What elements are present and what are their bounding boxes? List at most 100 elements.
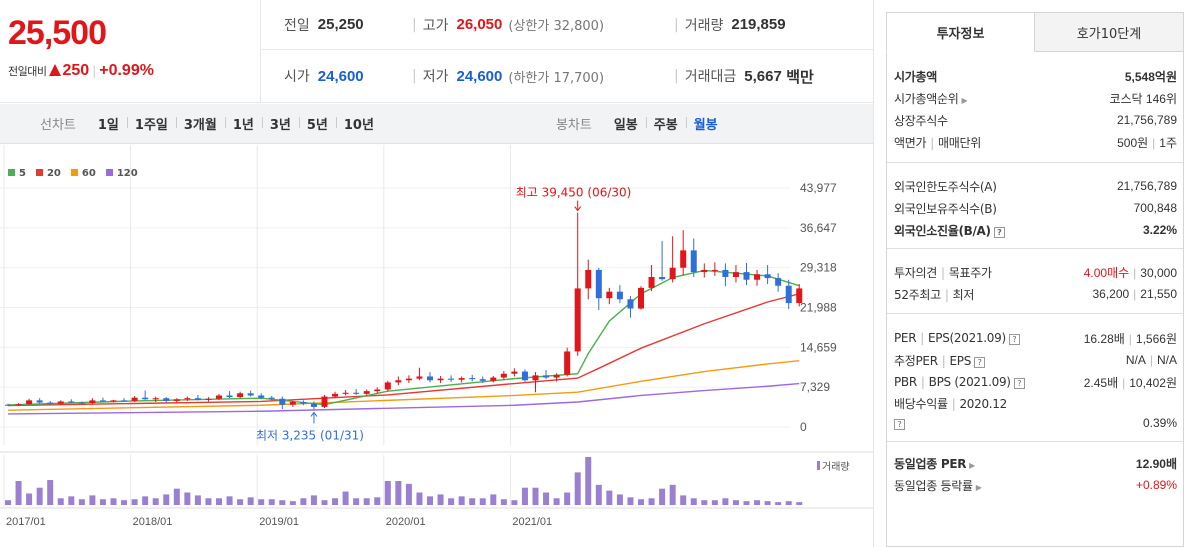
candle-body: [595, 269, 602, 299]
period-line-0[interactable]: 1일: [97, 118, 119, 133]
period-candle-1[interactable]: 주봉: [645, 114, 686, 133]
period-line-5[interactable]: 5년: [298, 114, 336, 133]
candle-body: [89, 400, 96, 404]
candle-body: [785, 285, 792, 304]
candle-body: [395, 380, 402, 383]
volume-bar: [395, 481, 402, 505]
period-line-3[interactable]: 1년: [224, 114, 262, 133]
candle-body: [659, 277, 666, 280]
candle-body: [258, 395, 265, 398]
candle-body: [764, 274, 771, 279]
help-icon[interactable]: ?: [993, 226, 1005, 238]
volume-bar: [310, 495, 317, 505]
volume-bar: [511, 500, 518, 505]
volume-bar: [300, 498, 307, 505]
candle-body: [342, 392, 349, 394]
section-market-cap: 시가총액 5,548억원 시가총액순위 ▶ 코스닥 146위 상장주식수 21,756,…: [887, 52, 1183, 163]
tab-investment-info[interactable]: 투자정보: [886, 12, 1035, 52]
period-line-1[interactable]: 1주일: [126, 114, 176, 133]
candle-body: [57, 401, 64, 404]
period-line-6[interactable]: 10년: [335, 114, 382, 133]
volume-bar: [796, 502, 803, 505]
volume-bar: [47, 480, 54, 505]
prev-close: 전일 25,250: [284, 16, 364, 34]
row-dividend-value: ? 0.39%: [894, 413, 1177, 433]
period-candle-2[interactable]: 월봉: [685, 114, 726, 133]
period-candle-0[interactable]: 일봉: [613, 118, 638, 133]
arrow-right-icon: ▶: [961, 95, 968, 105]
row-market-cap-rank[interactable]: 시가총액순위 ▶ 코스닥 146위: [894, 91, 1177, 106]
volume-bar: [258, 499, 265, 505]
candle-body: [110, 400, 117, 402]
row-dividend: 배당수익률 | 2020.12: [894, 396, 1007, 411]
volume-bar: [785, 501, 792, 505]
change-label: 전일대비: [8, 65, 47, 78]
row-sector-rate[interactable]: 동일업종 등락률 ▶ +0.89%: [894, 478, 1177, 493]
candle-body: [500, 373, 507, 378]
help-icon[interactable]: ?: [1008, 334, 1020, 345]
line-chart-label: 선차트: [40, 118, 76, 133]
tab-order-book[interactable]: 호가10단계: [1035, 12, 1184, 52]
candle-body: [384, 382, 391, 390]
low-price: | 저가 24,600 (하한가 17,700): [412, 67, 605, 86]
candle-body: [374, 389, 381, 392]
candle-body: [216, 395, 222, 399]
ma-line-20: [7, 293, 800, 407]
legend-item-120: 120: [105, 168, 138, 179]
volume-bar: [89, 495, 96, 505]
volume-bar: [321, 500, 328, 505]
candle-body: [416, 376, 423, 379]
investment-info-panel: 투자정보 호가10단계 시가총액 5,548억원 시가총액순위 ▶ 코스닥 146위 …: [886, 12, 1184, 547]
candle-body: [775, 278, 782, 286]
help-icon[interactable]: ?: [894, 419, 905, 430]
row-foreign-rate: 외국인소진율(B/A)? 3.22%: [894, 223, 1177, 238]
candle-body: [405, 378, 412, 381]
volume-bar: [405, 483, 412, 505]
period-line-2[interactable]: 3개월: [175, 114, 225, 133]
candle-body: [279, 398, 286, 405]
volume-bar: [638, 499, 644, 505]
volume-bar: [152, 498, 159, 505]
y-tick-label: 0: [800, 420, 807, 434]
help-icon[interactable]: ?: [974, 356, 986, 368]
volume-bar: [595, 484, 602, 505]
help-icon[interactable]: ?: [1013, 378, 1025, 389]
change-rate: +0.99%: [99, 62, 154, 79]
volume-bar: [711, 500, 718, 505]
change-line: 전일대비 250 | +0.99%: [8, 62, 154, 79]
volume-bar: [184, 492, 191, 505]
volume-bar: [247, 497, 254, 505]
volume-bar: [68, 496, 75, 505]
candle-body: [321, 396, 328, 407]
candle-body: [5, 404, 11, 406]
candle-body: [469, 378, 476, 380]
row-market-cap: 시가총액 5,548억원: [894, 69, 1177, 84]
candle-body: [616, 291, 623, 300]
candle-body: [543, 375, 550, 378]
volume-bar: [754, 500, 761, 505]
up-triangle-icon: [49, 64, 62, 76]
row-52-week: 52주최고 | 최저 36,200 | 21,550: [894, 287, 1177, 302]
period-line-4[interactable]: 3년: [261, 114, 299, 133]
candle-body: [289, 402, 296, 405]
volume-bar: [342, 491, 349, 505]
row-sector-per[interactable]: 동일업종 PER ▶ 12.90배: [894, 456, 1177, 471]
stock-chart[interactable]: 43,977 36,647 29,318 21,988 14,659 7,329 0 2017…: [0, 145, 873, 547]
volume-bar: [764, 501, 771, 505]
volume-bar: [448, 498, 455, 505]
volume-bar: [142, 496, 149, 505]
candle-body: [627, 299, 634, 309]
row-est-per: 추정PER | EPS? N/A | N/A: [894, 353, 1177, 368]
volume-bar: [237, 499, 244, 505]
ma-line-5: [7, 269, 800, 406]
row-per: PER | EPS(2021.09)? 16.28배 | 1,566원: [894, 331, 1177, 346]
candle-body: [669, 267, 676, 280]
y-tick-label: 21,988: [800, 301, 837, 315]
trade-amount: | 거래대금 5,667 백만: [674, 67, 814, 86]
chart-legend: 5 20 60 120: [8, 168, 138, 179]
candle-body: [68, 401, 75, 403]
volume-bar: [585, 457, 592, 505]
volume-legend-swatch: [817, 461, 820, 470]
row-foreign-limit: 외국인한도주식수(A) 21,756,789: [894, 179, 1177, 194]
candle-body: [458, 378, 465, 380]
